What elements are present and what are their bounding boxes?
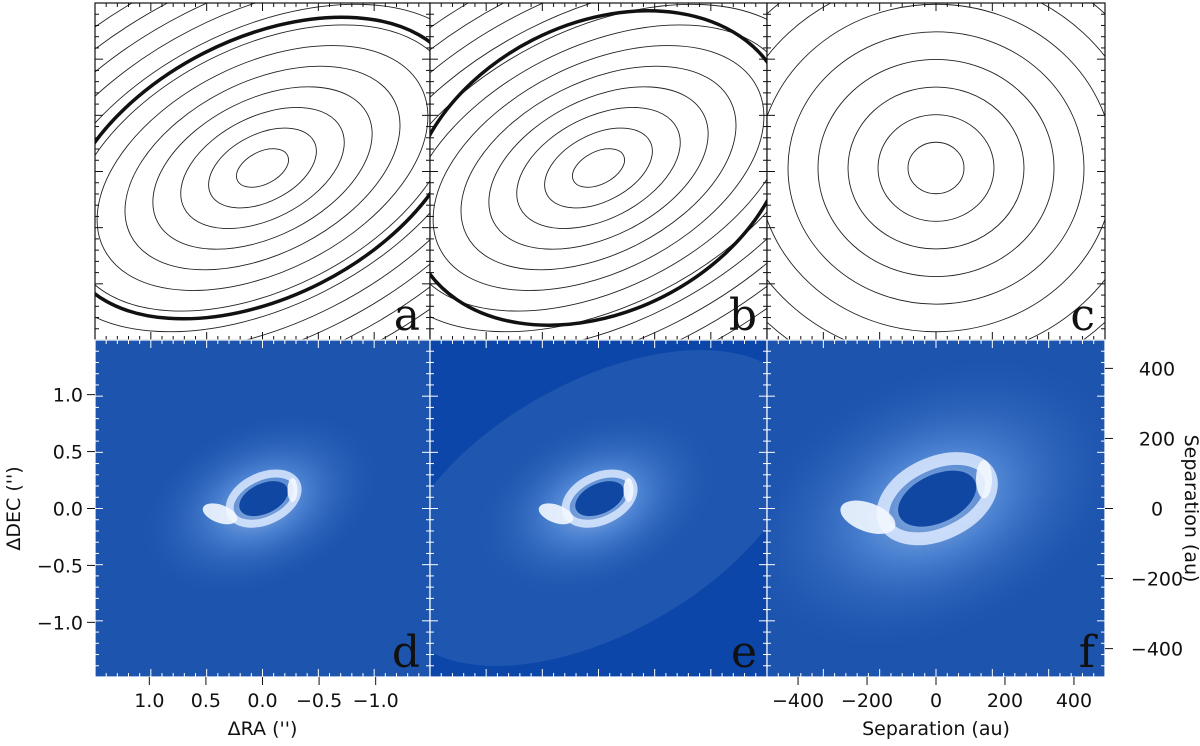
contour	[95, 3, 430, 333]
x-tick-label: 400	[1056, 690, 1092, 712]
clump	[840, 500, 896, 535]
clump	[976, 460, 992, 499]
x-tick-label: 0	[930, 690, 942, 712]
y-axis-label: ΔDEC ('')	[3, 466, 25, 550]
contour	[544, 127, 653, 209]
y2-tick-label: −200	[1131, 569, 1183, 591]
contour	[572, 148, 625, 188]
panel-label: c	[1070, 290, 1095, 341]
x-tick-label: −0.5	[296, 690, 342, 712]
image-panel	[430, 340, 767, 677]
panel-label: a	[394, 290, 420, 341]
contour	[907, 141, 965, 195]
x-tick-label: −200	[841, 690, 893, 712]
y2-axis-label: Separation (au)	[1180, 435, 1200, 583]
contour	[95, 3, 430, 340]
y-tick-label: 1.0	[53, 385, 83, 407]
contour	[208, 127, 317, 209]
clump	[287, 478, 298, 502]
contour-panel	[95, 3, 430, 340]
cavity	[898, 470, 977, 527]
contour	[847, 86, 1025, 250]
contour	[95, 24, 430, 312]
x-tick-label: 200	[987, 690, 1023, 712]
x-axis-label: ΔRA ('')	[228, 718, 298, 740]
panel-label: d	[392, 627, 420, 678]
contour-panel	[430, 3, 767, 340]
contour	[787, 31, 1085, 305]
contour	[152, 86, 373, 250]
panel-bg	[430, 3, 767, 340]
contour-edge	[95, 15, 430, 321]
y2-tick-label: 0	[1151, 499, 1163, 521]
x-tick-label: −400	[772, 690, 824, 712]
contour	[430, 3, 767, 340]
panel-label: f	[1079, 627, 1098, 678]
x-tick-label: 0.0	[247, 690, 277, 712]
contour	[430, 3, 767, 340]
contour	[430, 3, 767, 333]
contour	[95, 3, 430, 340]
x-axis-label: Separation (au)	[862, 718, 1010, 740]
contour	[95, 3, 430, 340]
contour	[460, 65, 737, 271]
cavity	[239, 481, 289, 517]
panel-bg	[95, 3, 430, 340]
contour	[488, 86, 709, 250]
contour	[430, 24, 767, 312]
y-tick-label: 0.0	[53, 499, 83, 521]
contour-panel	[767, 3, 1105, 340]
contour	[180, 107, 345, 229]
y-tick-label: −1.0	[37, 612, 83, 634]
contour	[432, 45, 765, 291]
contour-edge	[430, 9, 767, 327]
clump	[623, 478, 634, 502]
image-panel	[95, 340, 430, 677]
y2-tick-label: 400	[1139, 358, 1175, 380]
contour	[516, 107, 681, 229]
y-tick-label: −0.5	[37, 555, 83, 577]
x-tick-label: 0.5	[191, 690, 221, 712]
y-tick-label: 0.5	[53, 442, 83, 464]
contour	[877, 114, 995, 222]
clump	[538, 503, 574, 525]
clump	[202, 503, 238, 525]
contour	[817, 58, 1055, 278]
x-tick-label: 1.0	[134, 690, 164, 712]
contour	[96, 45, 429, 291]
panel-label: e	[731, 627, 757, 678]
y2-tick-label: −400	[1131, 639, 1183, 661]
y2-tick-label: 200	[1139, 428, 1175, 450]
panel-label: b	[729, 290, 757, 341]
contour	[124, 65, 401, 271]
image-panel	[767, 340, 1105, 677]
contour	[236, 148, 289, 188]
cavity	[575, 481, 625, 517]
x-tick-label: −1.0	[353, 690, 399, 712]
contour	[430, 3, 767, 340]
